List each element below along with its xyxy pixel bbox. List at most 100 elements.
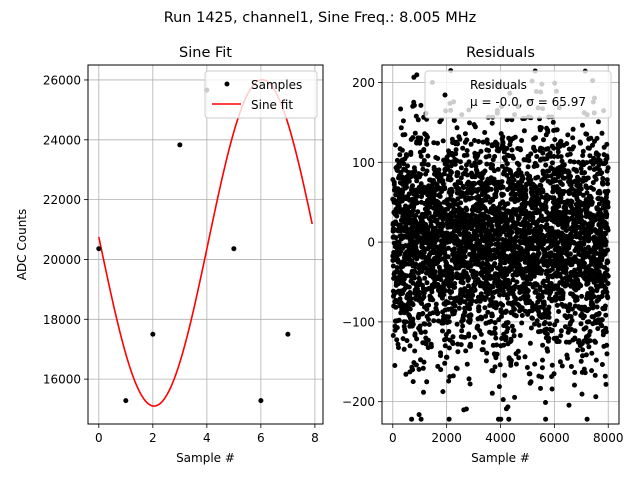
residual-point xyxy=(399,147,405,153)
residual-point xyxy=(432,269,438,275)
residual-point xyxy=(602,373,608,379)
residual-point xyxy=(458,175,464,181)
residuals-xtick-label: 2000 xyxy=(431,431,462,445)
residual-point xyxy=(551,154,557,159)
residual-point xyxy=(412,268,418,274)
sine-fit-ylabel: ADC Counts xyxy=(15,209,29,281)
residual-point xyxy=(563,270,569,276)
residual-point xyxy=(572,310,578,316)
residual-point xyxy=(414,72,420,78)
residual-point xyxy=(514,279,520,285)
residual-point xyxy=(459,244,464,250)
residual-point xyxy=(488,186,494,192)
residual-point xyxy=(457,159,463,165)
residual-point xyxy=(539,268,545,274)
residual-point xyxy=(485,309,491,315)
residual-point xyxy=(519,305,525,311)
residual-point xyxy=(522,354,528,360)
residual-point xyxy=(581,239,587,245)
residual-point xyxy=(596,162,602,168)
residual-point xyxy=(474,270,479,276)
residual-point xyxy=(521,128,527,134)
residual-point xyxy=(597,190,603,196)
residual-point xyxy=(505,295,510,301)
residual-point xyxy=(407,290,413,295)
residual-point xyxy=(543,416,549,422)
residual-point xyxy=(455,349,461,355)
residual-point xyxy=(519,320,525,326)
residual-point xyxy=(396,317,402,323)
residual-point xyxy=(546,304,552,310)
residual-point xyxy=(435,234,441,239)
residual-point xyxy=(545,348,551,354)
residual-point xyxy=(578,140,583,146)
residual-point xyxy=(406,284,412,290)
residual-point xyxy=(582,370,588,376)
residual-point xyxy=(425,134,430,140)
residual-point xyxy=(430,297,436,303)
residual-point xyxy=(489,390,495,396)
sine-fit-xtick-label: 2 xyxy=(149,431,157,445)
residual-point xyxy=(488,241,494,247)
residual-point xyxy=(538,228,544,233)
residual-point xyxy=(435,156,441,161)
residual-point xyxy=(527,224,533,230)
figure-title: Run 1425, channel1, Sine Freq.: 8.005 MH… xyxy=(164,10,477,26)
residual-point xyxy=(414,200,420,206)
residual-point xyxy=(463,406,469,412)
residual-point xyxy=(590,288,596,294)
residual-point xyxy=(530,214,536,220)
residual-point xyxy=(512,134,518,140)
residual-point xyxy=(513,296,519,302)
residual-point xyxy=(561,189,567,194)
residual-point xyxy=(558,333,564,339)
residual-point xyxy=(552,137,558,143)
residual-point xyxy=(593,394,599,400)
residual-point xyxy=(451,246,457,252)
residual-point xyxy=(571,144,576,150)
residuals-ytick-label: −100 xyxy=(342,315,375,329)
residual-point xyxy=(482,305,488,311)
residual-point xyxy=(390,333,396,338)
residual-point xyxy=(420,311,426,316)
residual-point xyxy=(560,290,566,296)
residual-point xyxy=(445,245,451,251)
residual-point xyxy=(408,296,414,302)
residual-point xyxy=(486,153,492,159)
residual-point xyxy=(517,333,523,338)
residual-point xyxy=(595,119,601,125)
residual-point xyxy=(509,323,515,329)
residual-point xyxy=(539,374,545,380)
residual-point xyxy=(416,412,422,418)
legend-samples-label: Samples xyxy=(251,78,302,92)
residual-point xyxy=(403,371,409,377)
residual-point xyxy=(549,160,555,166)
residual-point xyxy=(492,320,498,326)
residual-point xyxy=(449,189,455,195)
residual-point xyxy=(470,292,476,298)
residual-point xyxy=(593,339,598,345)
residual-point xyxy=(444,354,450,360)
residual-point xyxy=(404,184,409,190)
sine-fit-plot-area xyxy=(96,78,313,407)
residuals-ytick-label: −200 xyxy=(342,395,375,409)
sine-fit-ytick-label: 18000 xyxy=(43,313,81,327)
legend-sine-fit-label: Sine fit xyxy=(251,98,293,112)
residual-point xyxy=(395,186,401,192)
residual-point xyxy=(579,293,585,299)
residual-point xyxy=(417,323,423,329)
residual-point xyxy=(533,288,539,294)
residual-point xyxy=(394,157,400,163)
residual-point xyxy=(437,194,443,199)
residual-point xyxy=(446,345,452,351)
residual-point xyxy=(576,338,582,344)
residual-point xyxy=(604,141,610,147)
residual-point xyxy=(580,353,585,359)
residual-point xyxy=(513,313,519,319)
residual-point xyxy=(481,221,487,227)
residual-point xyxy=(454,366,460,372)
residual-point xyxy=(412,331,418,337)
residuals-xlabel: Sample # xyxy=(471,451,530,465)
residual-point xyxy=(400,336,406,342)
residual-point xyxy=(558,195,564,201)
